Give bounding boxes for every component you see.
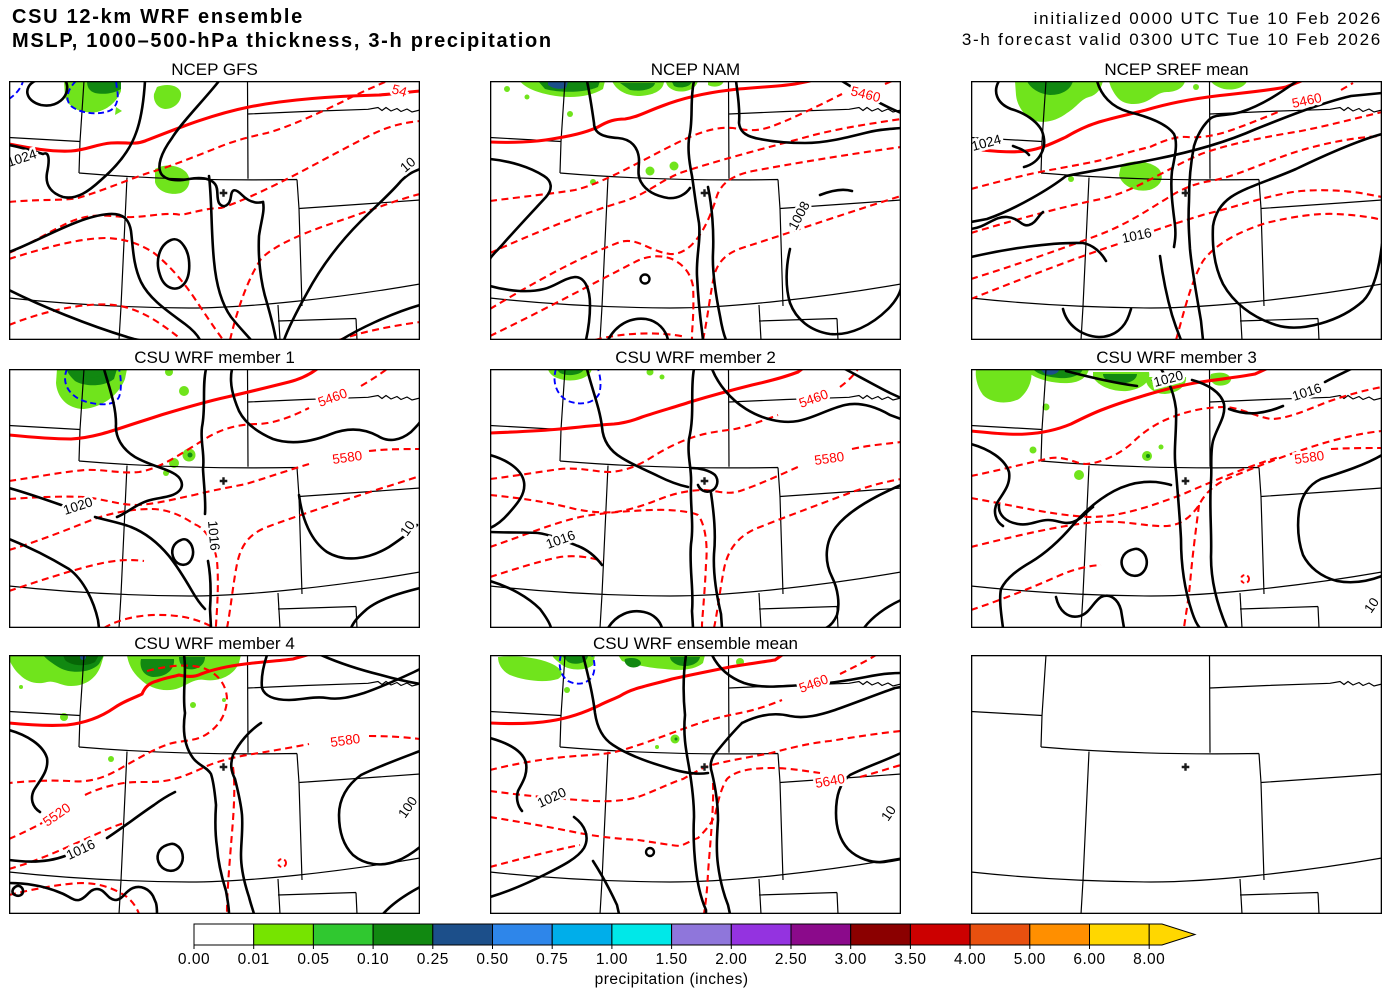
svg-text:10: 10 — [1361, 595, 1382, 616]
svg-text:5460: 5460 — [849, 83, 882, 105]
svg-text:1016: 1016 — [64, 836, 98, 862]
svg-text:4.00: 4.00 — [954, 951, 986, 968]
svg-text:8.00: 8.00 — [1133, 951, 1165, 968]
svg-text:1016: 1016 — [1290, 380, 1323, 404]
svg-text:6.00: 6.00 — [1073, 951, 1105, 968]
svg-text:0.50: 0.50 — [476, 951, 508, 968]
svg-text:0.00: 0.00 — [178, 951, 210, 968]
svg-text:5460: 5460 — [797, 671, 830, 695]
svg-text:1.00: 1.00 — [596, 951, 628, 968]
svg-text:10: 10 — [397, 518, 418, 539]
svg-text:2.00: 2.00 — [715, 951, 747, 968]
svg-text:5580: 5580 — [331, 448, 363, 467]
svg-text:0.05: 0.05 — [297, 951, 329, 968]
svg-text:1.50: 1.50 — [656, 951, 688, 968]
svg-text:1020: 1020 — [535, 784, 569, 810]
svg-text:5.00: 5.00 — [1014, 951, 1046, 968]
svg-text:5520: 5520 — [40, 800, 73, 830]
svg-text:2.50: 2.50 — [775, 951, 807, 968]
svg-text:precipitation (inches): precipitation (inches) — [595, 971, 749, 988]
svg-text:0.10: 0.10 — [357, 951, 389, 968]
svg-text:1016: 1016 — [1121, 225, 1154, 246]
svg-text:5580: 5580 — [1293, 448, 1325, 467]
svg-text:0.01: 0.01 — [238, 951, 270, 968]
svg-text:3.50: 3.50 — [894, 951, 926, 968]
svg-text:5580: 5580 — [329, 731, 361, 750]
svg-text:1008: 1008 — [785, 199, 812, 233]
svg-text:1016: 1016 — [205, 520, 223, 551]
svg-text:0.75: 0.75 — [536, 951, 568, 968]
svg-text:5580: 5580 — [813, 449, 845, 468]
svg-text:1016: 1016 — [544, 527, 577, 551]
svg-text:3.00: 3.00 — [835, 951, 867, 968]
svg-text:0.25: 0.25 — [417, 951, 449, 968]
svg-text:10: 10 — [878, 803, 899, 824]
svg-text:100: 100 — [395, 794, 420, 821]
svg-text:1024: 1024 — [9, 146, 39, 170]
svg-text:5460: 5460 — [797, 386, 830, 410]
svg-text:5460: 5460 — [1291, 90, 1324, 111]
svg-text:54: 54 — [390, 81, 409, 100]
svg-text:1020: 1020 — [61, 494, 94, 518]
svg-text:5460: 5460 — [316, 385, 349, 409]
